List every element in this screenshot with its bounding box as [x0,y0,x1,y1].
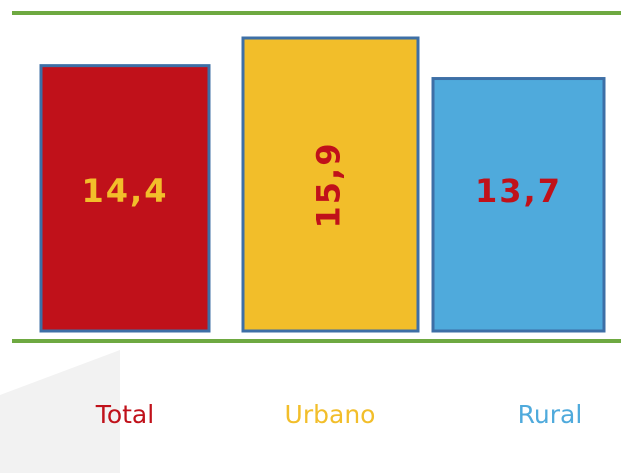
bar [39,64,211,333]
category-label: Urbano [285,400,376,429]
category-label: Total [95,400,154,429]
bar [241,36,420,333]
category-label: Rural [518,400,583,429]
value-label: 13,7 [475,172,562,210]
value-label: 14,4 [82,172,169,210]
value-label: 15,9 [310,142,348,229]
bar [431,77,606,333]
background-shape [0,350,120,473]
